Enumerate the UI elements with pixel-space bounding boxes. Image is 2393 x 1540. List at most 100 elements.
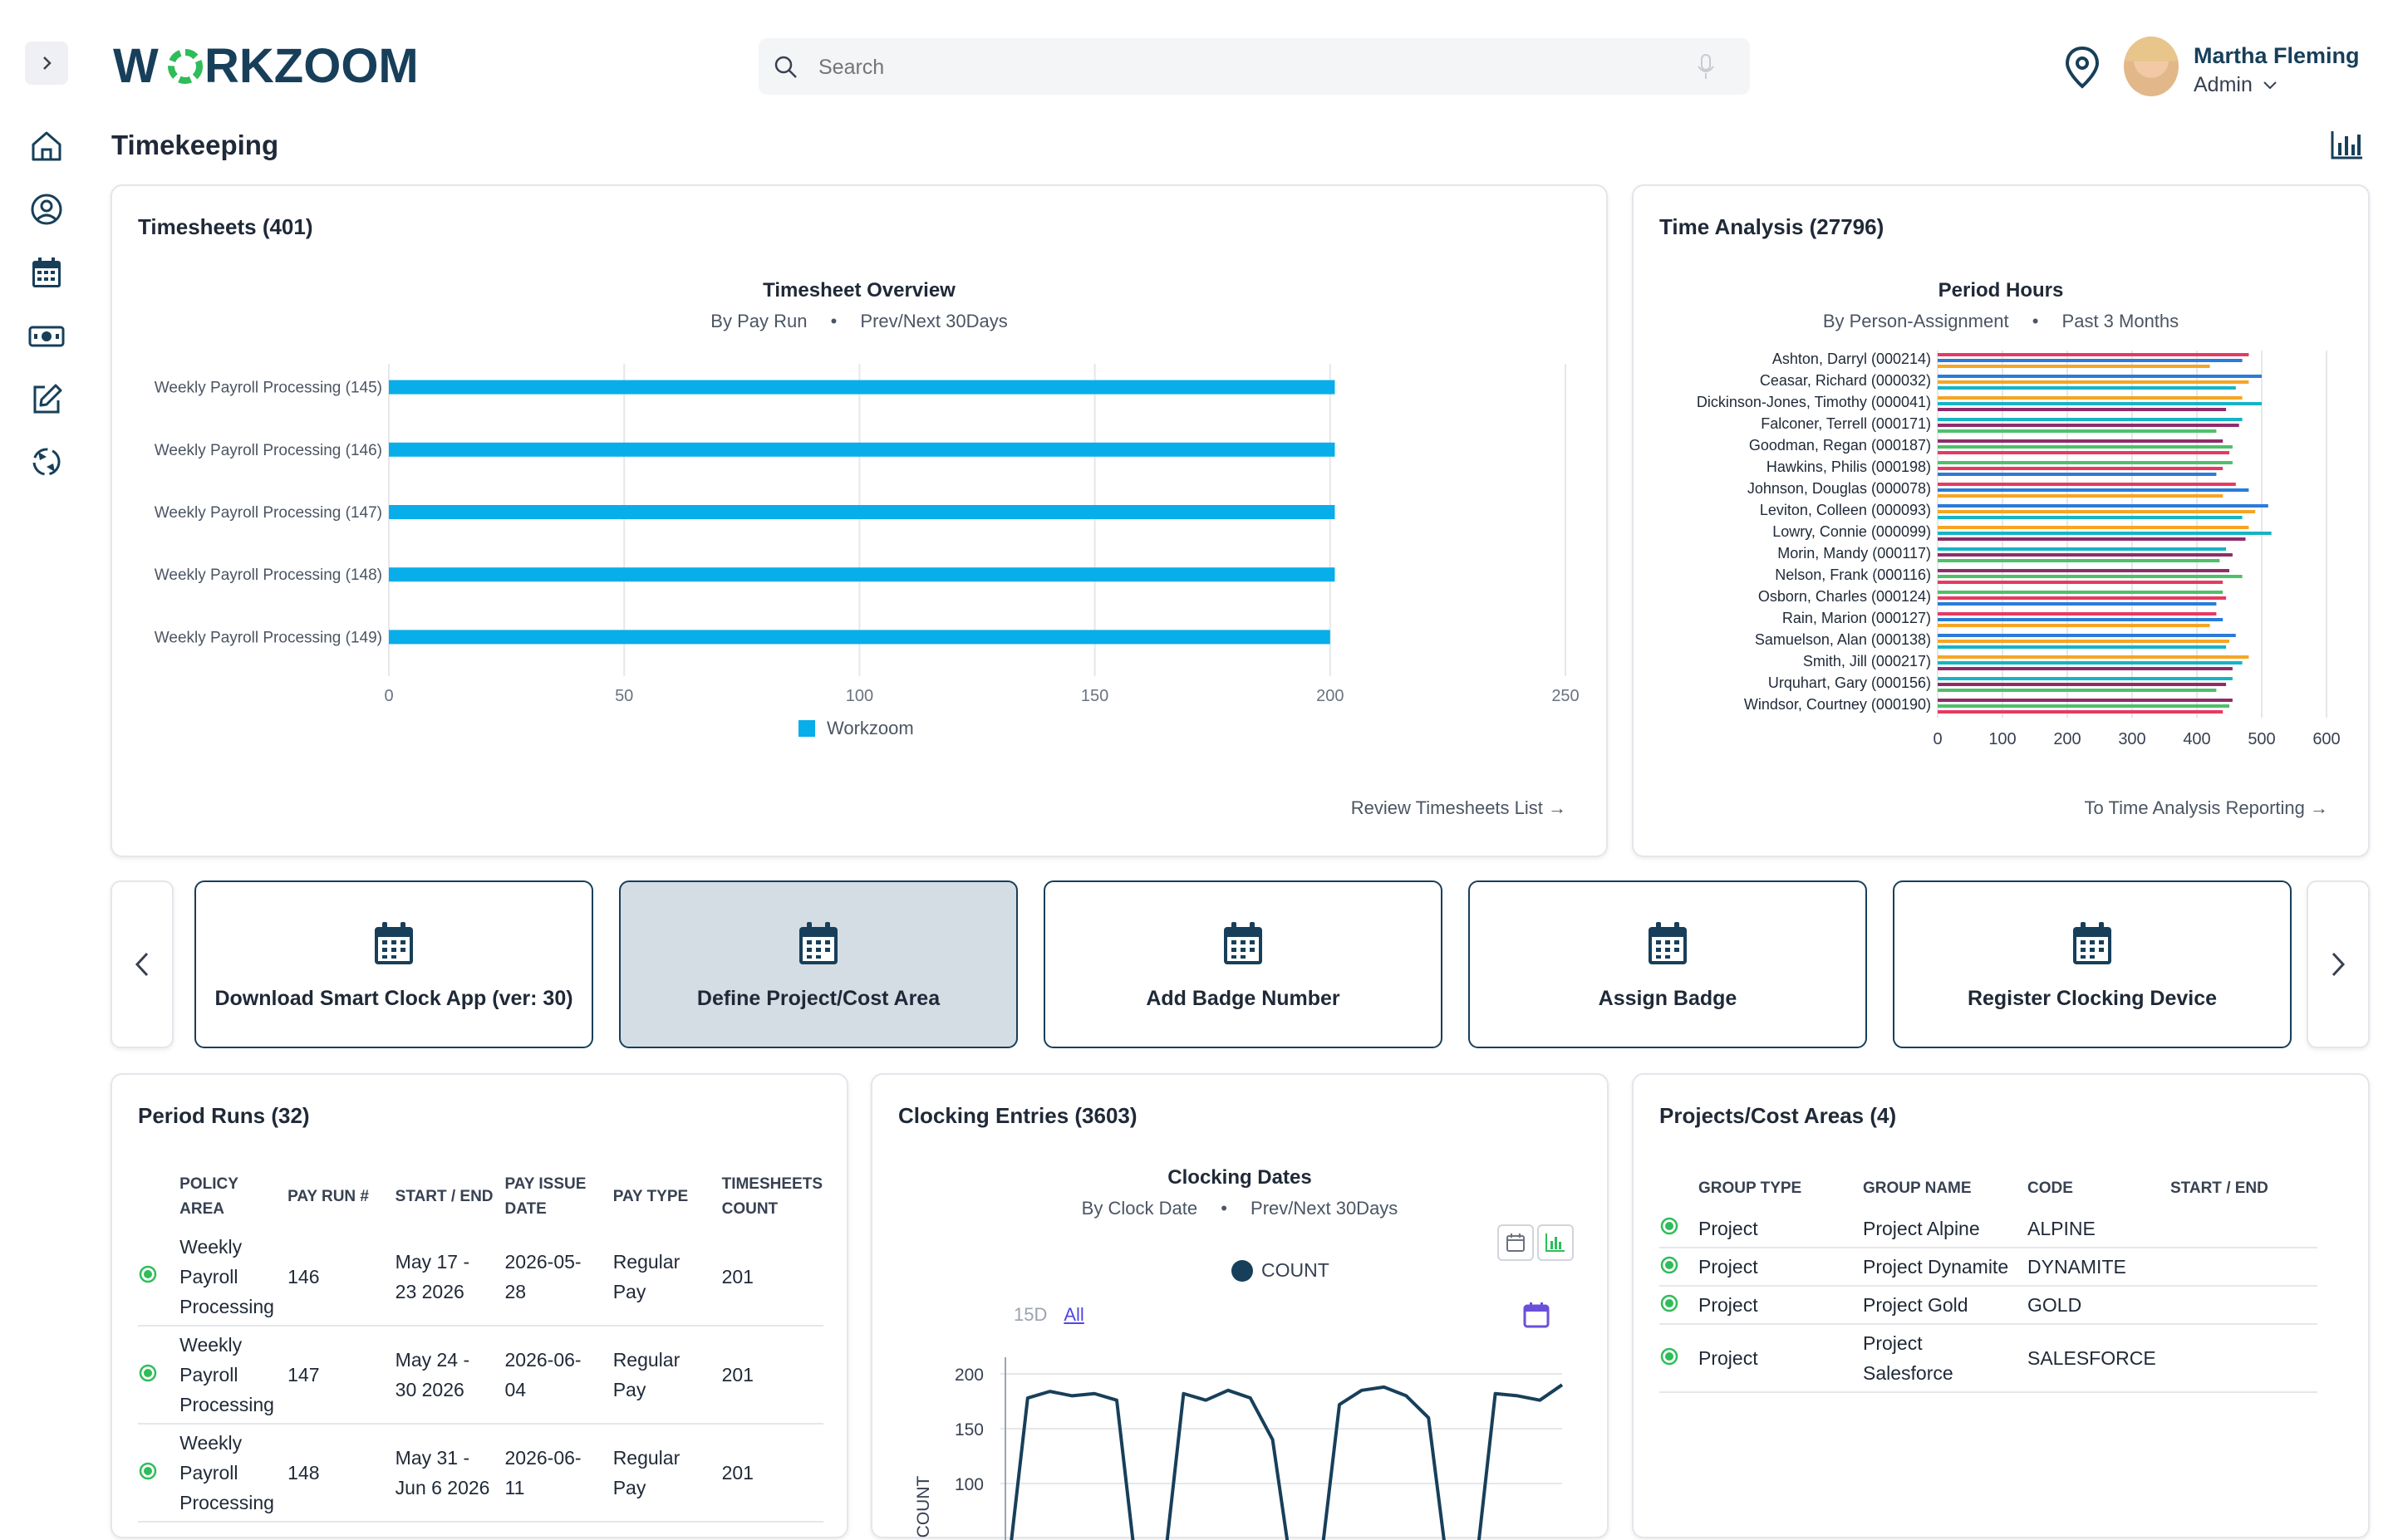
quick-action-tile[interactable]: Download Smart Clock App (ver: 30) (194, 880, 593, 1048)
sidebar-item-payroll[interactable] (25, 314, 68, 357)
bar[interactable] (1938, 553, 2233, 557)
timesheet-legend[interactable]: Workzoom (798, 718, 914, 739)
bar[interactable] (1938, 634, 2236, 637)
table-row[interactable]: Project Project Alpine ALPINE (1659, 1209, 2317, 1248)
bar[interactable] (389, 442, 1335, 457)
bar[interactable] (1938, 547, 2227, 551)
bar[interactable] (1938, 645, 2227, 649)
count-series-line[interactable] (1005, 1383, 1564, 1540)
range-15d-button[interactable]: 15D (1014, 1304, 1048, 1325)
logo[interactable]: W RKZOOM (113, 37, 445, 95)
user-name[interactable]: Martha Fleming (2194, 43, 2360, 68)
clocking-legend[interactable]: COUNT (1231, 1259, 1329, 1282)
bar[interactable] (389, 630, 1330, 645)
bar[interactable] (1938, 380, 2249, 384)
bar[interactable] (1938, 537, 2246, 541)
bar[interactable] (1938, 532, 2272, 535)
bar[interactable] (1938, 365, 2210, 368)
table-row[interactable]: Project Project Salesforce SALESFORCE (1659, 1324, 2317, 1392)
bar[interactable] (1938, 467, 2223, 470)
bar[interactable] (1938, 569, 2229, 572)
bar[interactable] (1938, 429, 2217, 433)
bar[interactable] (1938, 683, 2227, 686)
sidebar-item-edit[interactable] (25, 377, 68, 420)
table-row[interactable]: Weekly Payroll Processing 147 May 24 - 30 … (138, 1326, 823, 1424)
bar[interactable] (1938, 575, 2243, 578)
location-button[interactable] (2064, 45, 2101, 94)
quick-action-tile[interactable]: Register Clocking Device (1893, 880, 2292, 1048)
carousel-prev-button[interactable] (111, 880, 174, 1048)
time-analysis-link[interactable]: To Time Analysis Reporting → (2084, 797, 2328, 818)
quick-action-tile[interactable]: Define Project/Cost Area (619, 880, 1018, 1048)
cell-group-type: Project (1698, 1217, 1758, 1239)
expand-sidebar-button[interactable] (25, 42, 68, 85)
sidebar-item-profile[interactable] (25, 188, 68, 231)
bar[interactable] (1938, 451, 2229, 454)
bar[interactable] (1938, 418, 2243, 421)
bar[interactable] (1938, 494, 2223, 498)
bar[interactable] (1938, 661, 2243, 665)
bar[interactable] (1938, 591, 2223, 594)
bar[interactable] (1938, 624, 2210, 627)
bar[interactable] (1938, 516, 2243, 519)
bar[interactable] (1938, 510, 2256, 513)
bar[interactable] (1938, 488, 2249, 492)
y-category-label: Ceasar, Richard (000032) (1760, 372, 1931, 389)
bar[interactable] (1938, 677, 2233, 680)
sidebar-item-home[interactable] (25, 125, 68, 168)
bar[interactable] (1938, 424, 2239, 427)
review-timesheets-link[interactable]: Review Timesheets List → (1350, 797, 1566, 818)
bar[interactable] (1938, 408, 2227, 411)
bar[interactable] (1938, 689, 2217, 692)
table-row[interactable]: Project Project Dynamite DYNAMITE (1659, 1248, 2317, 1286)
avatar[interactable] (2124, 37, 2179, 96)
bar[interactable] (1938, 375, 2262, 378)
quick-action-tile[interactable]: Assign Badge (1468, 880, 1867, 1048)
bar[interactable] (1938, 402, 2262, 405)
bar[interactable] (389, 380, 1335, 395)
bar[interactable] (1938, 445, 2233, 449)
table-row[interactable]: Weekly Payroll Processing 148 May 31 - Jun… (138, 1424, 823, 1522)
bar[interactable] (389, 505, 1335, 519)
range-all-button[interactable]: All (1064, 1304, 1084, 1325)
analytics-button[interactable] (2330, 128, 2365, 165)
bar[interactable] (1938, 386, 2236, 390)
carousel-next-button[interactable] (2307, 880, 2370, 1048)
microphone-icon[interactable] (1696, 53, 1716, 81)
bar[interactable] (1938, 612, 2217, 616)
bar[interactable] (1938, 483, 2236, 486)
bar[interactable] (1938, 699, 2233, 702)
bar[interactable] (1938, 526, 2249, 529)
user-role-dropdown[interactable]: Admin (2194, 73, 2278, 97)
bar[interactable] (1938, 618, 2223, 621)
sidebar-item-sync[interactable] (25, 440, 68, 483)
bar[interactable] (1938, 559, 2220, 562)
search-bar[interactable] (759, 38, 1750, 95)
bar[interactable] (1938, 504, 2268, 508)
y-category-label: Leviton, Colleen (000093) (1760, 502, 1931, 518)
quick-action-tile[interactable]: Add Badge Number (1044, 880, 1442, 1048)
table-row[interactable]: Weekly Payroll Processing 146 May 17 - 23 … (138, 1228, 823, 1326)
bar[interactable] (1938, 473, 2217, 476)
chart-view-button[interactable] (1537, 1224, 1574, 1261)
bar-chart-icon (1545, 1233, 1565, 1252)
bar[interactable] (1938, 704, 2229, 708)
bar[interactable] (1938, 667, 2233, 670)
bar[interactable] (1938, 596, 2227, 600)
bar[interactable] (1938, 353, 2249, 356)
bar[interactable] (389, 567, 1335, 582)
bar[interactable] (1938, 655, 2249, 659)
bar[interactable] (1938, 710, 2223, 714)
bar[interactable] (1938, 581, 2223, 584)
bar[interactable] (1938, 640, 2229, 643)
bar[interactable] (1938, 439, 2223, 443)
bar[interactable] (1938, 461, 2233, 464)
date-picker-button[interactable] (1522, 1301, 1550, 1333)
calendar-view-button[interactable] (1497, 1224, 1534, 1261)
bar[interactable] (1938, 396, 2243, 400)
search-input[interactable] (817, 48, 1651, 86)
table-row[interactable]: Project Project Gold GOLD (1659, 1286, 2317, 1324)
bar[interactable] (1938, 602, 2217, 606)
bar[interactable] (1938, 359, 2243, 362)
sidebar-item-timekeeping[interactable] (25, 251, 68, 294)
